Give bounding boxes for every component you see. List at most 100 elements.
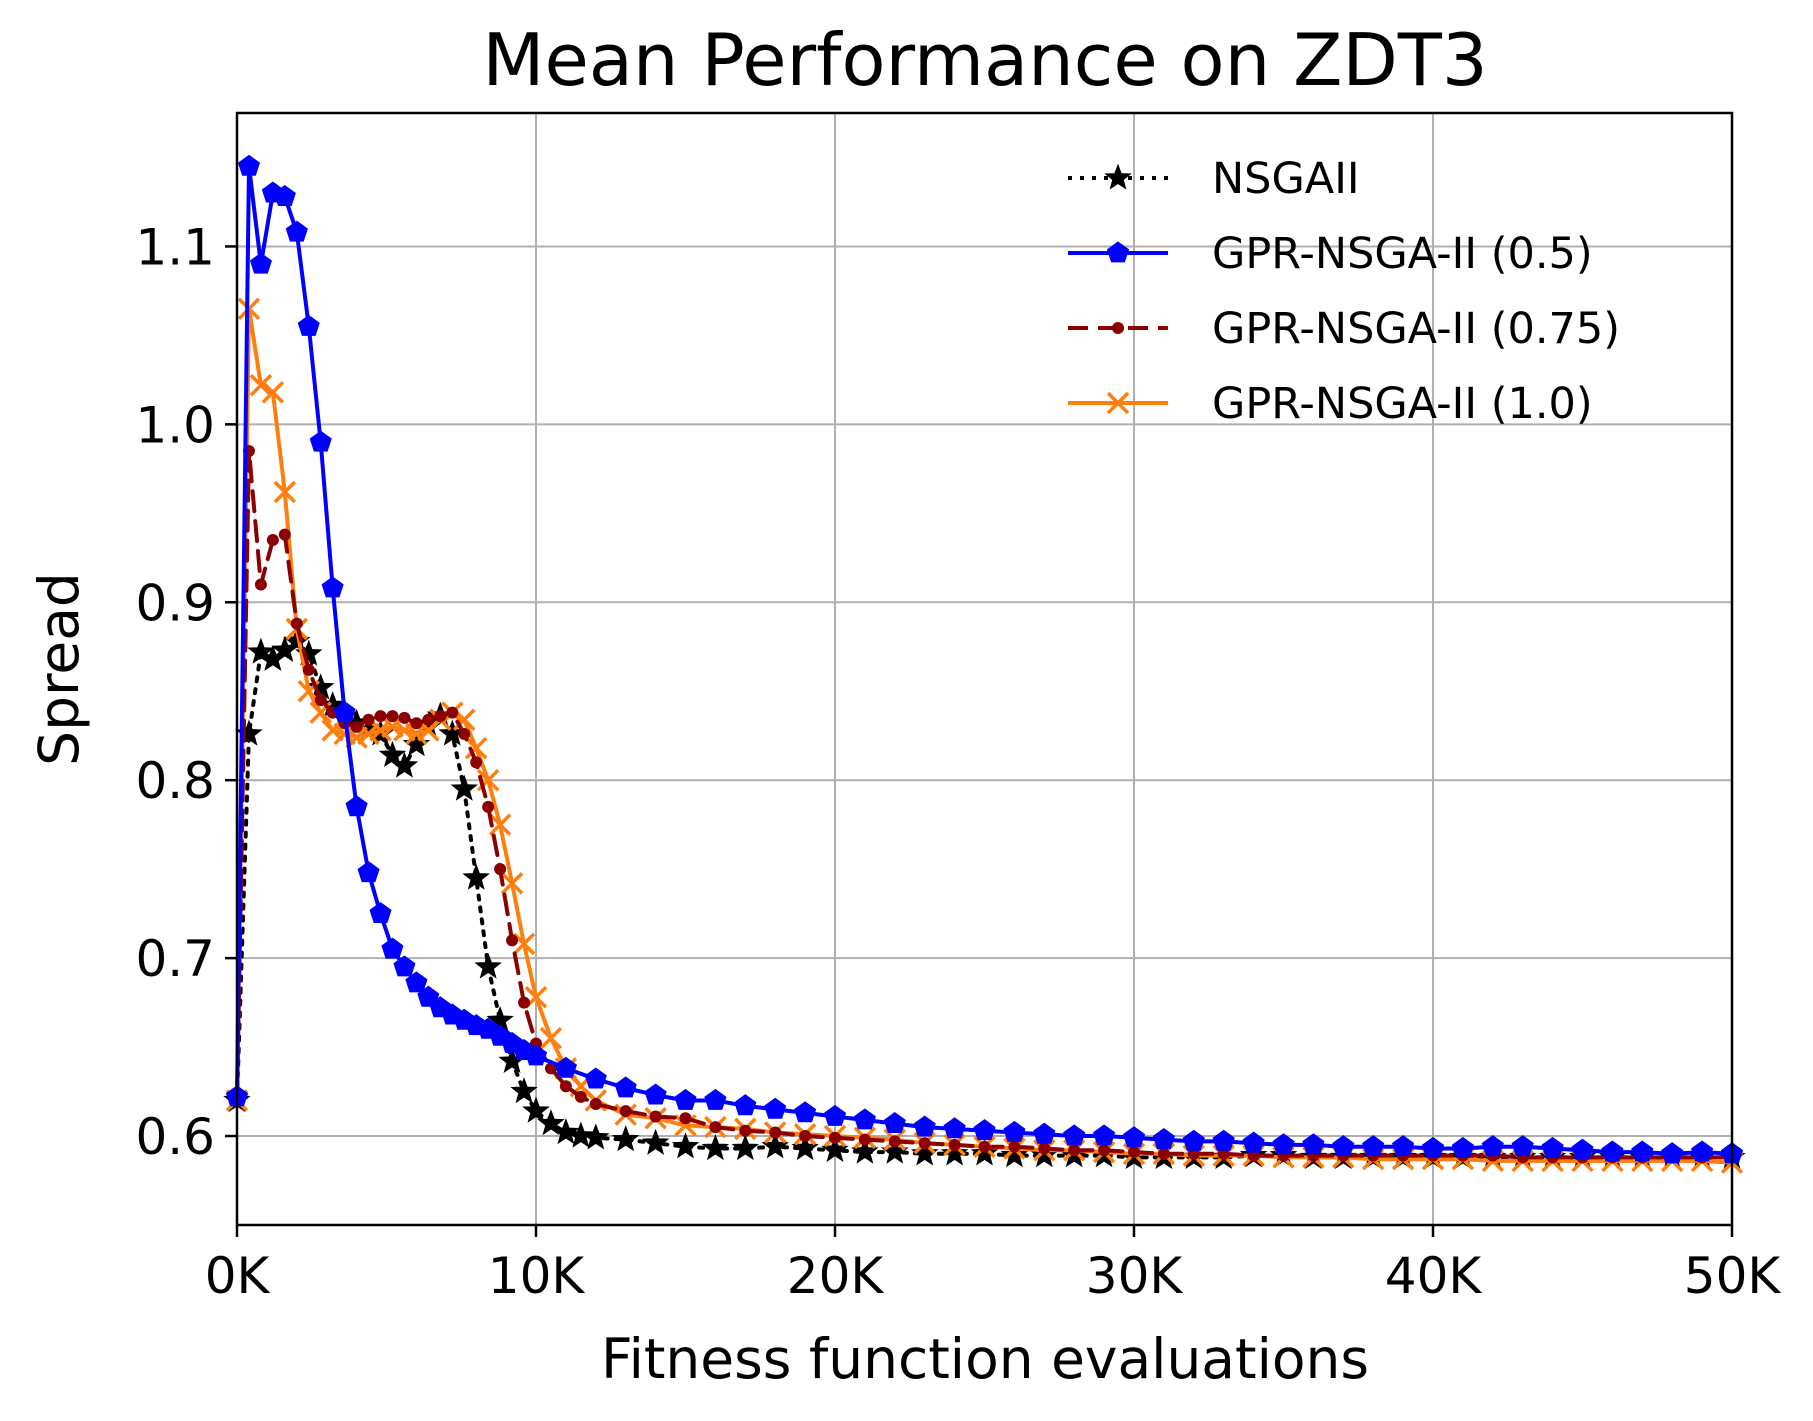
y-axis: 0.6 0.7 0.8 0.9 1.0 1.1: [135, 218, 237, 1166]
data-point-gpr-nsga-ii-0-5: [297, 314, 320, 336]
data-point-gpr-nsga-ii-0-75: [1038, 1142, 1051, 1155]
data-point-nsgaii: [462, 863, 490, 890]
data-point-gpr-nsga-ii-0-5: [1272, 1133, 1295, 1155]
chart-title: Mean Performance on ZDT3: [482, 18, 1487, 102]
data-point-gpr-nsga-ii-0-5: [1063, 1124, 1086, 1146]
data-point-gpr-nsga-ii-0-75: [302, 663, 315, 676]
data-point-gpr-nsga-ii-0-5: [1033, 1122, 1056, 1144]
data-point-gpr-nsga-ii-1-0: [539, 1026, 563, 1050]
series-layer: [223, 154, 1746, 1174]
data-point-gpr-nsga-ii-1-0: [261, 381, 285, 404]
data-point-gpr-nsga-ii-0-5: [943, 1117, 966, 1139]
y-tick-label: 0.8: [135, 752, 215, 810]
data-point-gpr-nsga-ii-0-5: [1122, 1126, 1146, 1148]
data-point-gpr-nsga-ii-0-5: [1541, 1136, 1564, 1158]
x-axis-label: Fitness function evaluations: [601, 1327, 1369, 1391]
data-point-gpr-nsga-ii-0-5: [273, 184, 296, 206]
data-point-gpr-nsga-ii-0-75: [1068, 1144, 1081, 1157]
data-point-gpr-nsga-ii-0-75: [446, 706, 459, 719]
data-point-nsgaii: [641, 1128, 670, 1155]
data-point-gpr-nsga-ii-0-75: [589, 1098, 602, 1111]
data-point-gpr-nsga-ii-0-5: [1182, 1129, 1205, 1151]
data-point-nsgaii: [671, 1132, 700, 1159]
data-point-nsgaii: [378, 740, 407, 767]
data-point-nsgaii: [940, 1139, 969, 1166]
legend: NSGAII GPR-NSGA-II (0.5) GPR-NSGA-II (0.75…: [1068, 154, 1620, 429]
data-point-gpr-nsga-ii-0-5: [369, 901, 392, 923]
data-point-gpr-nsga-ii-0-5: [1511, 1135, 1534, 1157]
data-point-nsgaii: [235, 719, 263, 746]
data-point-gpr-nsga-ii-0-5: [1392, 1135, 1415, 1157]
data-point-gpr-nsga-ii-0-75: [1247, 1149, 1260, 1162]
data-point-gpr-nsga-ii-0-75: [709, 1121, 722, 1134]
data-point-gpr-nsga-ii-1-0: [273, 480, 297, 504]
data-point-gpr-nsga-ii-0-75: [858, 1133, 871, 1146]
data-point-gpr-nsga-ii-0-5: [285, 220, 308, 242]
data-point-gpr-nsga-ii-0-5: [321, 576, 344, 598]
data-point-gpr-nsga-ii-0-5: [973, 1119, 996, 1141]
data-point-gpr-nsga-ii-0-5: [405, 971, 428, 993]
data-point-nsgaii: [390, 751, 419, 778]
data-point-nsgaii: [1000, 1141, 1029, 1168]
data-point-gpr-nsga-ii-0-5: [1152, 1127, 1175, 1149]
plot-frame: [235, 111, 1734, 1227]
x-tick-label: 10K: [488, 1247, 586, 1305]
grid: [236, 113, 1733, 1225]
data-point-gpr-nsga-ii-0-75: [314, 694, 327, 707]
data-point-gpr-nsga-ii-0-75: [362, 713, 375, 726]
data-point-gpr-nsga-ii-1-0: [249, 373, 273, 397]
data-point-gpr-nsga-ii-0-75: [518, 996, 531, 1009]
data-point-gpr-nsga-ii-1-0: [500, 872, 524, 895]
data-point-gpr-nsga-ii-0-5: [853, 1108, 876, 1130]
data-point-gpr-nsga-ii-0-75: [494, 863, 507, 876]
data-point-gpr-nsga-ii-0-5: [381, 937, 404, 959]
data-point-gpr-nsga-ii-0-75: [1008, 1140, 1021, 1153]
data-point-gpr-nsga-ii-0-5: [1332, 1135, 1355, 1157]
y-axis-label: Spread: [27, 572, 91, 766]
data-point-gpr-nsga-ii-0-75: [290, 617, 303, 630]
data-point-gpr-nsga-ii-0-75: [1217, 1147, 1230, 1160]
data-point-gpr-nsga-ii-0-75: [266, 534, 279, 547]
data-point-gpr-nsga-ii-0-75: [769, 1126, 782, 1139]
data-point-gpr-nsga-ii-1-0: [512, 932, 536, 956]
series-gpr-nsga-ii-0-5: [225, 154, 1744, 1164]
data-point-gpr-nsga-ii-0-5: [1451, 1136, 1474, 1158]
data-point-gpr-nsga-ii-0-75: [398, 711, 411, 724]
data-point-gpr-nsga-ii-0-75: [350, 720, 363, 733]
x-tick-label: 50K: [1684, 1247, 1782, 1305]
y-tick-label: 1.1: [135, 218, 215, 276]
data-point-gpr-nsga-ii-0-75: [948, 1138, 961, 1151]
data-point-nsgaii: [582, 1123, 610, 1150]
data-point-gpr-nsga-ii-0-75: [679, 1112, 692, 1125]
legend-item-gpr-nsga-ii-1-0: GPR-NSGA-II (1.0): [1068, 379, 1593, 429]
data-point-nsgaii: [247, 637, 275, 664]
data-point-gpr-nsga-ii-0-75: [254, 578, 267, 591]
legend-label: GPR-NSGA-II (0.5): [1212, 229, 1593, 279]
legend-item-nsgaii: NSGAII: [1068, 154, 1360, 204]
data-point-gpr-nsga-ii-0-75: [506, 934, 519, 947]
x-tick-label: 40K: [1385, 1247, 1483, 1305]
data-point-gpr-nsga-ii-0-5: [644, 1083, 667, 1105]
data-point-gpr-nsga-ii-0-5: [1362, 1135, 1385, 1157]
data-point-gpr-nsga-ii-0-75: [799, 1130, 812, 1143]
data-point-gpr-nsga-ii-0-5: [584, 1067, 607, 1089]
data-point-nsgaii: [537, 1109, 565, 1136]
data-point-gpr-nsga-ii-0-75: [1098, 1144, 1111, 1157]
data-point-nsgaii: [731, 1134, 760, 1161]
legend-item-gpr-nsga-ii-0-75: GPR-NSGA-II (0.75): [1068, 304, 1620, 354]
series-gpr-nsga-ii-0-75: [231, 445, 1738, 1164]
y-tick-label: 1.0: [135, 396, 215, 454]
data-point-nsgaii: [701, 1134, 730, 1161]
x-tick-label: 20K: [787, 1247, 885, 1305]
data-point-gpr-nsga-ii-0-5: [1093, 1124, 1116, 1146]
data-point-nsgaii: [522, 1096, 550, 1123]
data-point-gpr-nsga-ii-0-5: [823, 1104, 847, 1126]
data-point-gpr-nsga-ii-0-75: [918, 1137, 931, 1150]
data-point-gpr-nsga-ii-0-5: [333, 700, 356, 722]
data-point-gpr-nsga-ii-0-5: [1302, 1133, 1325, 1155]
y-tick-label: 0.6: [135, 1108, 215, 1166]
data-point-gpr-nsga-ii-0-75: [278, 528, 291, 541]
data-point-gpr-nsga-ii-0-5: [794, 1101, 817, 1123]
data-point-gpr-nsga-ii-0-75: [458, 727, 471, 740]
